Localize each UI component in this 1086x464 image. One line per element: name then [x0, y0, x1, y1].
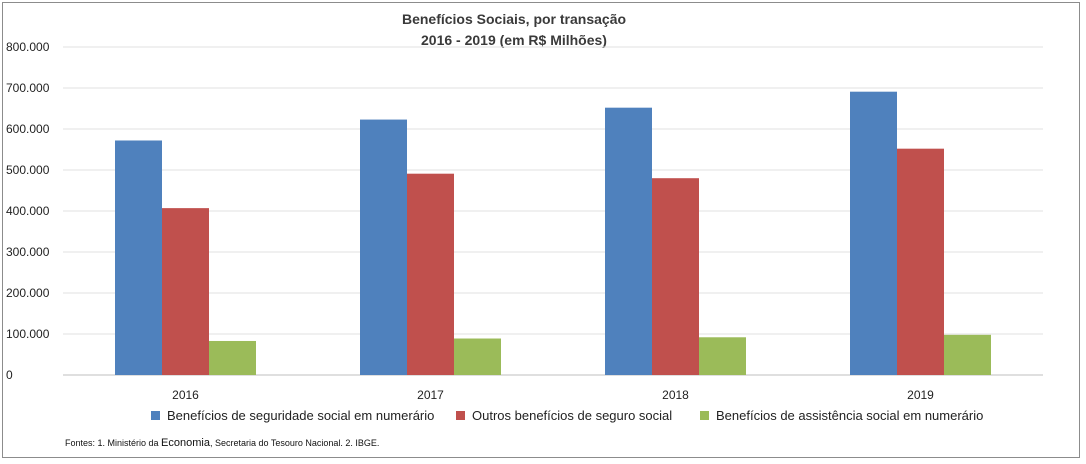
y-tick-label: 200.000	[6, 286, 50, 300]
x-axis-ticks: 2016 2017 2018 2019	[172, 388, 934, 402]
y-tick-label: 400.000	[6, 204, 50, 218]
y-tick-label: 700.000	[6, 81, 50, 95]
source-note: Fontes: 1. Ministério da Economia, Secre…	[65, 437, 379, 449]
bars	[115, 91, 991, 376]
y-tick-label: 0	[6, 368, 13, 382]
bar	[850, 91, 897, 375]
chart-title: Benefícios Sociais, por transação	[402, 11, 626, 27]
legend-item: Benefícios de seguridade social em numer…	[151, 408, 434, 423]
chart-subtitle: 2016 - 2019 (em R$ Milhões)	[421, 32, 607, 48]
y-tick-label: 100.000	[6, 327, 50, 341]
y-tick-label: 500.000	[6, 163, 50, 177]
bar	[209, 340, 256, 375]
bar	[407, 173, 454, 375]
bar	[115, 140, 162, 375]
bar	[699, 337, 746, 375]
legend-swatch	[151, 411, 160, 420]
source-prefix: Fontes: 1. Ministério da	[65, 438, 162, 448]
y-tick-label: 300.000	[6, 245, 50, 259]
source-emphasis: Economia	[161, 437, 210, 449]
bar	[652, 178, 699, 375]
x-tick-label: 2019	[907, 388, 934, 402]
y-tick-label: 600.000	[6, 122, 50, 136]
y-axis-ticks: 0 100.000 200.000 300.000 400.000 500.000 600.…	[6, 40, 50, 382]
x-tick-label: 2017	[417, 388, 444, 402]
x-tick-label: 2016	[172, 388, 199, 402]
legend-label: Benefícios de assistência social em nume…	[716, 408, 983, 423]
legend-item: Outros benefícios de seguro social	[456, 408, 672, 423]
gridlines	[63, 46, 1043, 376]
x-tick-label: 2018	[662, 388, 689, 402]
chart-frame: Benefícios Sociais, por transação 2016 -…	[2, 2, 1080, 458]
legend-swatch	[700, 411, 709, 420]
bar-chart: Benefícios Sociais, por transação 2016 -…	[6, 11, 1043, 423]
legend-label: Benefícios de seguridade social em numer…	[167, 408, 434, 423]
legend-item: Benefícios de assistência social em nume…	[700, 408, 983, 423]
legend: Benefícios de seguridade social em numer…	[151, 408, 983, 423]
legend-label: Outros benefícios de seguro social	[472, 408, 672, 423]
bar	[454, 338, 501, 375]
bar	[360, 119, 407, 375]
bar	[897, 148, 944, 375]
bar	[944, 334, 991, 375]
bar	[605, 107, 652, 376]
source-suffix: , Secretaria do Tesouro Nacional. 2. IBG…	[209, 438, 380, 448]
y-tick-label: 800.000	[6, 40, 50, 54]
legend-swatch	[456, 411, 465, 420]
bar	[162, 208, 209, 375]
